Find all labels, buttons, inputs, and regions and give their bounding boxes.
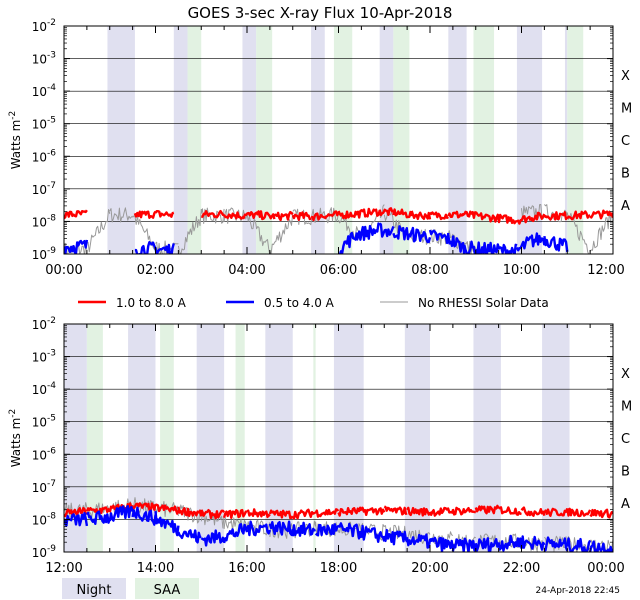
legend-label: 0.5 to 4.0 A: [264, 296, 335, 310]
legend-band-label: SAA: [154, 583, 181, 598]
y-tick-label: 10-6: [32, 148, 57, 164]
class-label: C: [621, 432, 630, 447]
y-tick-label: 10-4: [32, 83, 57, 99]
night-band: [333, 324, 364, 552]
x-tick-label: 00:00: [587, 561, 624, 576]
chart-title: GOES 3-sec X-ray Flux 10-Apr-2018: [188, 4, 453, 22]
y-tick-label: 10-9: [32, 246, 57, 262]
y-axis-label: Watts m-2: [8, 409, 23, 468]
night-band: [173, 26, 188, 254]
x-tick-label: 08:00: [411, 263, 448, 278]
y-tick-label: 10-8: [32, 213, 57, 229]
y-tick-label: 10-3: [32, 51, 56, 67]
series-short: [64, 505, 613, 552]
y-axis-label: Watts m-2: [8, 111, 23, 170]
saa-band: [473, 26, 495, 254]
y-tick-label: 10-7: [32, 181, 56, 197]
traces: [64, 204, 613, 254]
saa-band: [235, 324, 245, 552]
x-tick-label: 04:00: [228, 263, 265, 278]
y-tick-label: 10-6: [32, 446, 57, 462]
x-tick-label: 22:00: [503, 561, 540, 576]
saa-band: [393, 26, 410, 254]
saa-band: [313, 324, 316, 552]
x-tick-label: 16:00: [228, 561, 265, 576]
class-label: A: [621, 199, 630, 214]
x-tick-label: 20:00: [411, 561, 448, 576]
saa-band: [160, 324, 174, 552]
y-tick-label: 10-2: [32, 18, 56, 34]
y-tick-label: 10-7: [32, 479, 56, 495]
y-tick-label: 10-8: [32, 511, 57, 527]
saa-band: [333, 26, 353, 254]
night-band: [404, 324, 430, 552]
night-band: [564, 26, 568, 254]
y-tick-label: 10-3: [32, 349, 56, 365]
x-tick-label: 10:00: [503, 263, 540, 278]
night-band: [311, 26, 325, 254]
legend-label: 1.0 to 8.0 A: [116, 296, 187, 310]
y-tick-label: 10-4: [32, 381, 57, 397]
saa-band: [256, 26, 273, 254]
x-tick-label: 12:00: [45, 561, 82, 576]
y-tick-label: 10-9: [32, 544, 57, 560]
class-label: M: [621, 101, 632, 116]
class-label: B: [621, 465, 630, 480]
legend-band-swatch: [62, 578, 126, 599]
footer: Night SAA 24-Apr-2018 22:45: [62, 578, 620, 599]
night-band: [242, 26, 257, 254]
saa-band: [567, 26, 584, 254]
night-band: [448, 26, 467, 254]
night-band: [379, 26, 394, 254]
traces: [64, 497, 613, 552]
class-label: X: [621, 69, 630, 84]
night-band: [542, 324, 570, 552]
legend-label: No RHESSI Solar Data: [418, 296, 549, 310]
class-label: M: [621, 399, 632, 414]
series-long: [64, 207, 613, 225]
saa-band: [86, 324, 103, 552]
class-label: X: [621, 367, 630, 382]
night-band: [64, 324, 87, 552]
class-label: C: [621, 134, 630, 149]
bottom-panel-12h: 10-9 10-8 10-7 10-6 10-5 10-4 10-3 10-2 Watts m-…: [8, 316, 632, 576]
series-short: [64, 222, 569, 254]
y-tick-label: 10-5: [32, 116, 56, 132]
class-label: A: [621, 497, 630, 512]
class-label: B: [621, 167, 630, 182]
saa-band: [187, 26, 202, 254]
x-tick-label: 12:00: [587, 263, 624, 278]
x-tick-label: 00:00: [45, 263, 82, 278]
legend-band-swatch: [135, 578, 199, 599]
x-tick-label: 18:00: [320, 561, 357, 576]
y-tick-label: 10-5: [32, 414, 56, 430]
night-band: [265, 324, 293, 552]
y-tick-label: 10-2: [32, 316, 56, 332]
legend-band-label: Night: [77, 583, 112, 598]
footer-timestamp: 24-Apr-2018 22:45: [536, 586, 620, 596]
x-tick-label: 02:00: [137, 263, 174, 278]
legend: 1.0 to 8.0 A 0.5 to 4.0 A No RHESSI Solar …: [78, 296, 549, 310]
night-band: [473, 324, 501, 552]
x-tick-label: 14:00: [137, 561, 174, 576]
top-panel-12h: 10-9 10-8 10-7 10-6 10-5 10-4 10-3 10-2 Watts m-…: [8, 18, 632, 278]
x-tick-label: 06:00: [320, 263, 357, 278]
